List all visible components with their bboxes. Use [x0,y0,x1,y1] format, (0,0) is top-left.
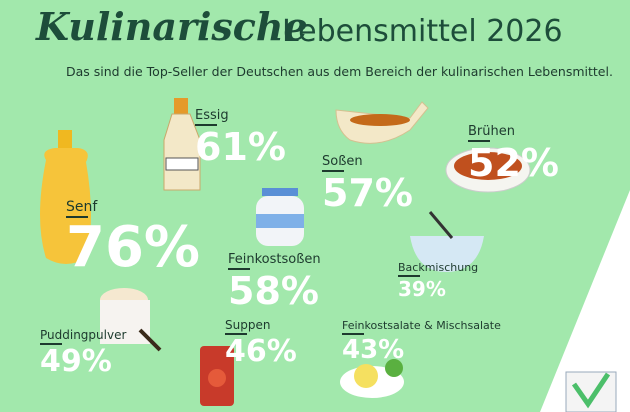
vinegar-label [165,157,199,171]
tomato [208,369,226,387]
salad-leaf [385,359,403,377]
item-value: 76% [66,214,201,280]
item-label: Puddingpulver [40,328,127,342]
label-underline [195,123,217,126]
salad [354,364,378,388]
item: Backmischung 39% [398,256,478,299]
pudding-cup [100,300,150,344]
item: Suppen 46% [225,314,297,367]
item-label: Soßen [322,154,363,169]
logo [565,371,617,412]
item: Brühen 52% [468,120,559,182]
item-value: 43% [342,335,405,365]
item: Soßen 57% [322,150,413,212]
item-label: Feinkostsoßen [228,252,321,267]
item-value: 46% [225,334,297,369]
vinegar-cap [174,98,188,114]
subtitle: Das sind die Top-Seller der Deutschen au… [66,64,613,79]
label-underline [342,333,364,335]
item-label: Suppen [225,318,271,332]
label-underline [322,169,344,172]
item-value: 39% [398,277,446,301]
mayo-cap [262,188,298,196]
logo-check [571,372,611,409]
item-label: Senf [66,199,98,215]
item: Feinkostsalate & Mischsalate 43% [342,314,501,363]
item-label: Brühen [468,124,515,139]
label-underline [40,343,62,345]
baking-bowl [410,236,484,272]
item-value: 57% [322,170,413,215]
item: Feinkostsoßen 58% [228,248,321,310]
item-label: Backmischung [398,261,479,274]
item-label: Essig [195,108,229,123]
item: Puddingpulver 49% [40,324,126,377]
label-underline [225,333,247,335]
item: Essig 61% [195,104,286,166]
mustard-cap [58,130,72,152]
label-underline [468,139,490,142]
label-underline [228,267,250,270]
mustard-bottle [40,148,91,264]
item-value: 58% [228,268,319,313]
sauce [350,114,410,126]
label-underline [398,275,420,277]
broth [454,152,522,180]
item-value: 52% [468,140,559,185]
label-underline [66,215,88,218]
title: Lebensmittel 2026 [282,14,563,49]
item: Senf 76% [66,196,200,276]
item-label: Feinkostsalate & Mischsalate [342,319,501,332]
mayo-label [256,214,304,228]
item-value: 49% [40,344,112,379]
title-script: Kulinarische [36,4,308,49]
whisk [428,211,454,239]
item-value: 61% [195,124,286,169]
vanilla [138,328,162,352]
vinegar-bottle [163,113,201,191]
corner-stripe [540,190,630,412]
